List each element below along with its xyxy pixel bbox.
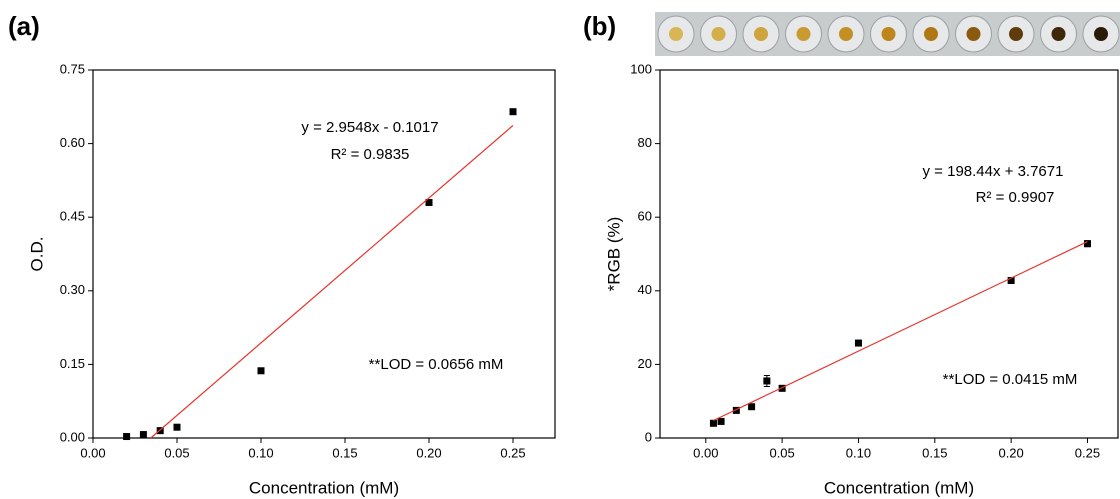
fit-line xyxy=(150,124,514,439)
x-tick-label: 0.05 xyxy=(769,445,794,460)
y-axis-title: *RGB (%) xyxy=(604,217,623,292)
well-liquid xyxy=(1051,27,1066,41)
well-liquid xyxy=(796,27,811,41)
plot-frame xyxy=(659,69,1119,439)
data-point xyxy=(509,108,517,116)
y-tick-label: 0.30 xyxy=(60,282,85,297)
well-liquid xyxy=(839,27,853,41)
x-tick-label: 0.15 xyxy=(332,445,357,460)
fit-line xyxy=(713,241,1088,422)
data-point xyxy=(717,417,725,425)
well-liquid xyxy=(754,27,768,41)
x-axis-title: Concentration (mM) xyxy=(249,478,399,497)
x-tick-label: 0.00 xyxy=(693,445,718,460)
well-liquid xyxy=(881,27,896,41)
x-tick-label: 0.20 xyxy=(998,445,1023,460)
y-tick-label: 0.00 xyxy=(60,429,85,444)
well-liquid xyxy=(1094,27,1108,41)
y-axis-title: O.D. xyxy=(27,237,46,272)
x-tick-label: 0.25 xyxy=(500,445,525,460)
y-tick-label: 60 xyxy=(638,209,652,224)
well-liquid xyxy=(669,27,683,41)
r-squared: R² = 0.9907 xyxy=(976,189,1055,206)
panel-label: (a) xyxy=(8,11,40,41)
data-point xyxy=(778,384,786,392)
r-squared: R² = 0.9835 xyxy=(331,146,410,163)
data-point xyxy=(139,431,147,439)
y-tick-label: 0.60 xyxy=(60,135,85,150)
well-liquid xyxy=(711,27,726,41)
well-liquid xyxy=(1009,27,1023,41)
equation: y = 198.44x + 3.7671 xyxy=(923,163,1064,180)
panel-label: (b) xyxy=(583,11,616,41)
y-tick-label: 80 xyxy=(638,135,652,150)
lod: **LOD = 0.0415 mM xyxy=(943,371,1078,388)
y-tick-label: 40 xyxy=(638,282,652,297)
data-point xyxy=(709,419,717,427)
x-tick-label: 0.15 xyxy=(922,445,947,460)
data-point xyxy=(748,403,756,411)
x-axis-title: Concentration (mM) xyxy=(824,478,974,497)
y-tick-label: 0.75 xyxy=(60,61,85,76)
y-tick-label: 0 xyxy=(645,429,652,444)
data-point xyxy=(1007,276,1015,284)
x-tick-label: 0.10 xyxy=(248,445,273,460)
lod: **LOD = 0.0656 mM xyxy=(369,356,504,373)
equation: y = 2.9548x - 0.1017 xyxy=(301,119,438,136)
data-point xyxy=(1083,240,1091,248)
x-tick-label: 0.00 xyxy=(80,445,105,460)
x-tick-label: 0.10 xyxy=(846,445,871,460)
data-point xyxy=(425,198,433,206)
data-point xyxy=(173,423,181,431)
y-tick-label: 0.15 xyxy=(60,356,85,371)
x-tick-label: 0.25 xyxy=(1075,445,1100,460)
well-liquid xyxy=(966,27,981,41)
data-point xyxy=(732,406,740,414)
well-liquid xyxy=(924,27,938,41)
data-point xyxy=(257,367,265,375)
x-tick-label: 0.20 xyxy=(416,445,441,460)
data-point xyxy=(763,377,771,385)
x-tick-label: 0.05 xyxy=(164,445,189,460)
y-tick-label: 0.45 xyxy=(60,209,85,224)
plot-frame xyxy=(92,69,556,439)
data-point xyxy=(123,433,131,441)
y-tick-label: 20 xyxy=(638,356,652,371)
data-point xyxy=(854,339,862,347)
y-tick-label: 100 xyxy=(630,61,652,76)
